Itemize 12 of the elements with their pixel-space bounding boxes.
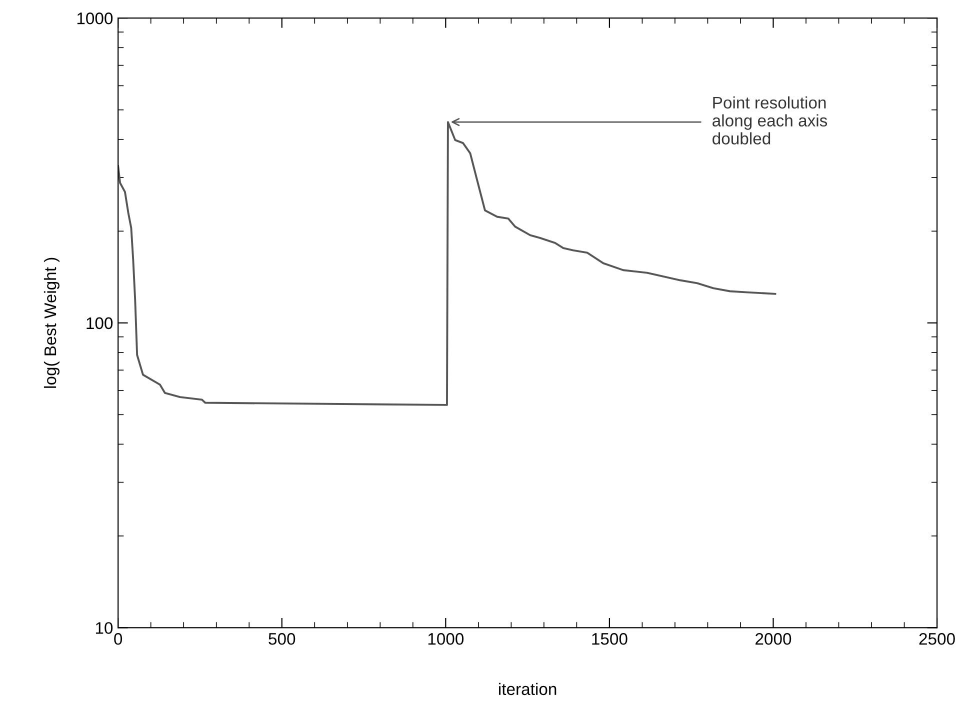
x-tick-label: 1500 (592, 633, 628, 645)
y-tick-label: 100 (86, 317, 113, 330)
y-tick-label: 1000 (77, 12, 113, 24)
x-axis-title: iteration (499, 682, 556, 696)
x-tick-label: 2000 (756, 633, 792, 645)
x-tick-label: 500 (268, 633, 296, 645)
x-tick-label: 1000 (428, 633, 464, 645)
x-tick-label: 2500 (919, 633, 955, 645)
y-axis-title: log( Best Weight ) (44, 258, 60, 388)
annotation: Point resolution along each axis doubled (712, 96, 828, 144)
y-tick-label: 10 (96, 622, 113, 634)
x-tick-label: 0 (114, 633, 122, 645)
